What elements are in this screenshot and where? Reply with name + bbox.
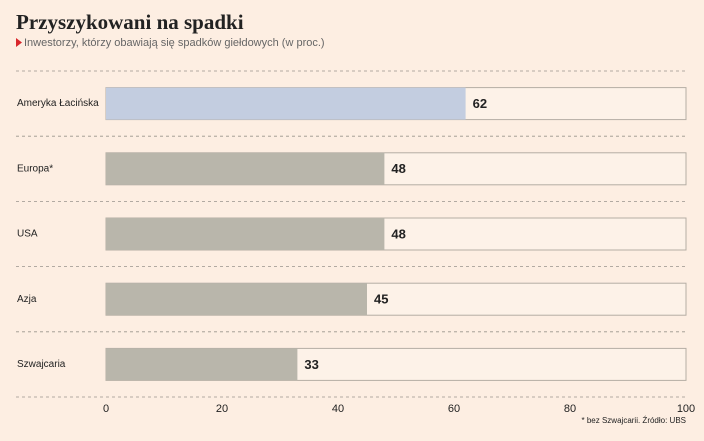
bar <box>106 283 367 316</box>
x-tick-label: 80 <box>564 403 576 415</box>
category-label: USA <box>17 229 38 240</box>
value-label: 45 <box>374 292 388 307</box>
value-label: 62 <box>473 96 487 111</box>
category-label: Ameryka Łacińska <box>17 98 99 109</box>
bar <box>106 152 385 185</box>
value-label: 48 <box>391 161 405 176</box>
value-label: 48 <box>391 226 405 241</box>
subtitle-marker <box>16 38 22 47</box>
category-label: Europa* <box>17 163 53 174</box>
bar <box>106 348 298 381</box>
category-label: Szwajcaria <box>17 359 66 370</box>
value-label: 33 <box>304 357 318 372</box>
chart-title: Przyszykowani na spadki <box>16 10 244 34</box>
x-tick-label: 20 <box>216 403 228 415</box>
x-tick-label: 100 <box>677 403 695 415</box>
x-tick-label: 40 <box>332 403 344 415</box>
bar <box>106 218 385 250</box>
x-tick-label: 60 <box>448 403 460 415</box>
x-tick-label: 0 <box>103 403 109 415</box>
chart-subtitle: Inwestorzy, którzy obawiają się spadków … <box>24 37 325 49</box>
footnote: * bez Szwajcarii. Źródło: UBS <box>582 416 686 425</box>
bar <box>106 87 466 120</box>
category-label: Azja <box>17 294 37 305</box>
